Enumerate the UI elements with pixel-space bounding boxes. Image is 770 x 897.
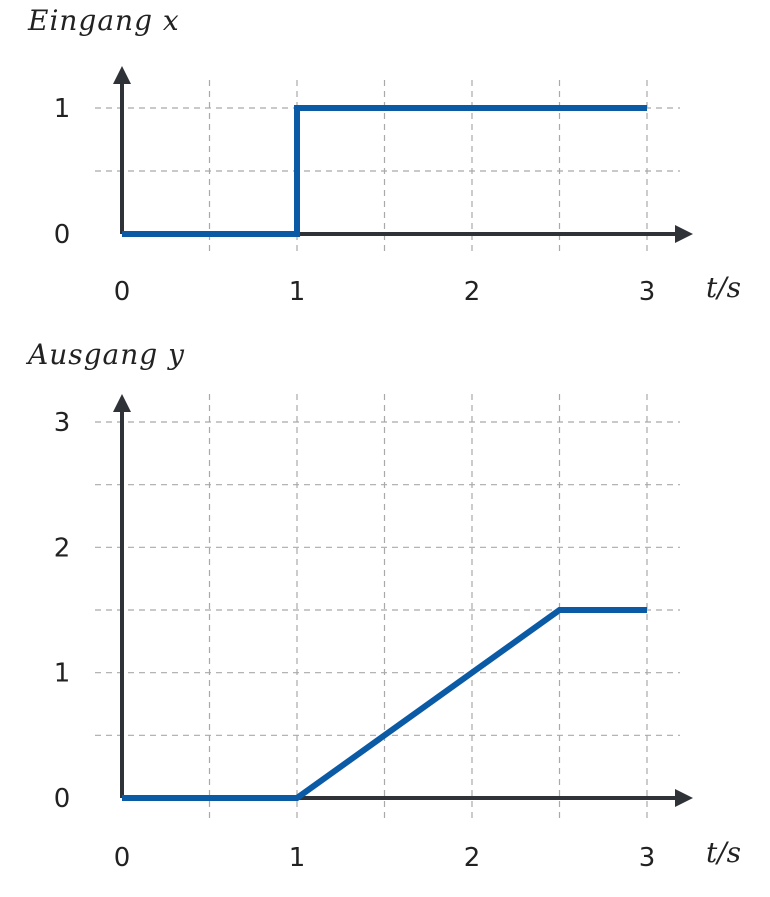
y-tick-label: 1 xyxy=(54,94,71,124)
x-tick-label: 3 xyxy=(639,277,656,307)
x-axis-arrow xyxy=(675,225,693,243)
y-tick-label: 0 xyxy=(54,220,71,250)
x-axis-label: t/s xyxy=(706,271,741,304)
x-tick-label: 0 xyxy=(114,277,131,307)
x-tick-label: 2 xyxy=(464,277,481,307)
x-axis-label: t/s xyxy=(706,836,741,869)
y-axis-arrow xyxy=(113,66,131,84)
y-tick-label: 0 xyxy=(54,784,71,814)
y-axis-arrow xyxy=(113,394,131,412)
x-tick-label: 2 xyxy=(464,843,481,873)
x-tick-label: 0 xyxy=(114,843,131,873)
y-tick-label: 3 xyxy=(54,408,71,438)
series-line xyxy=(122,105,647,237)
chart-title: Eingang x xyxy=(27,4,180,37)
x-tick-label: 1 xyxy=(289,277,306,307)
chart-panel-2: Ausgang y 0 1 2 3 0 1 2 3 t/s xyxy=(25,338,741,873)
y-tick-label: 2 xyxy=(54,533,71,563)
x-tick-label: 1 xyxy=(289,843,306,873)
chart-panel-1: Eingang x 0 1 2 3 0 1 t/s xyxy=(27,4,741,307)
y-tick-label: 1 xyxy=(54,659,71,689)
x-axis-arrow xyxy=(675,789,693,807)
series-line xyxy=(122,607,647,801)
x-tick-label: 3 xyxy=(639,843,656,873)
chart-title: Ausgang y xyxy=(25,338,185,371)
